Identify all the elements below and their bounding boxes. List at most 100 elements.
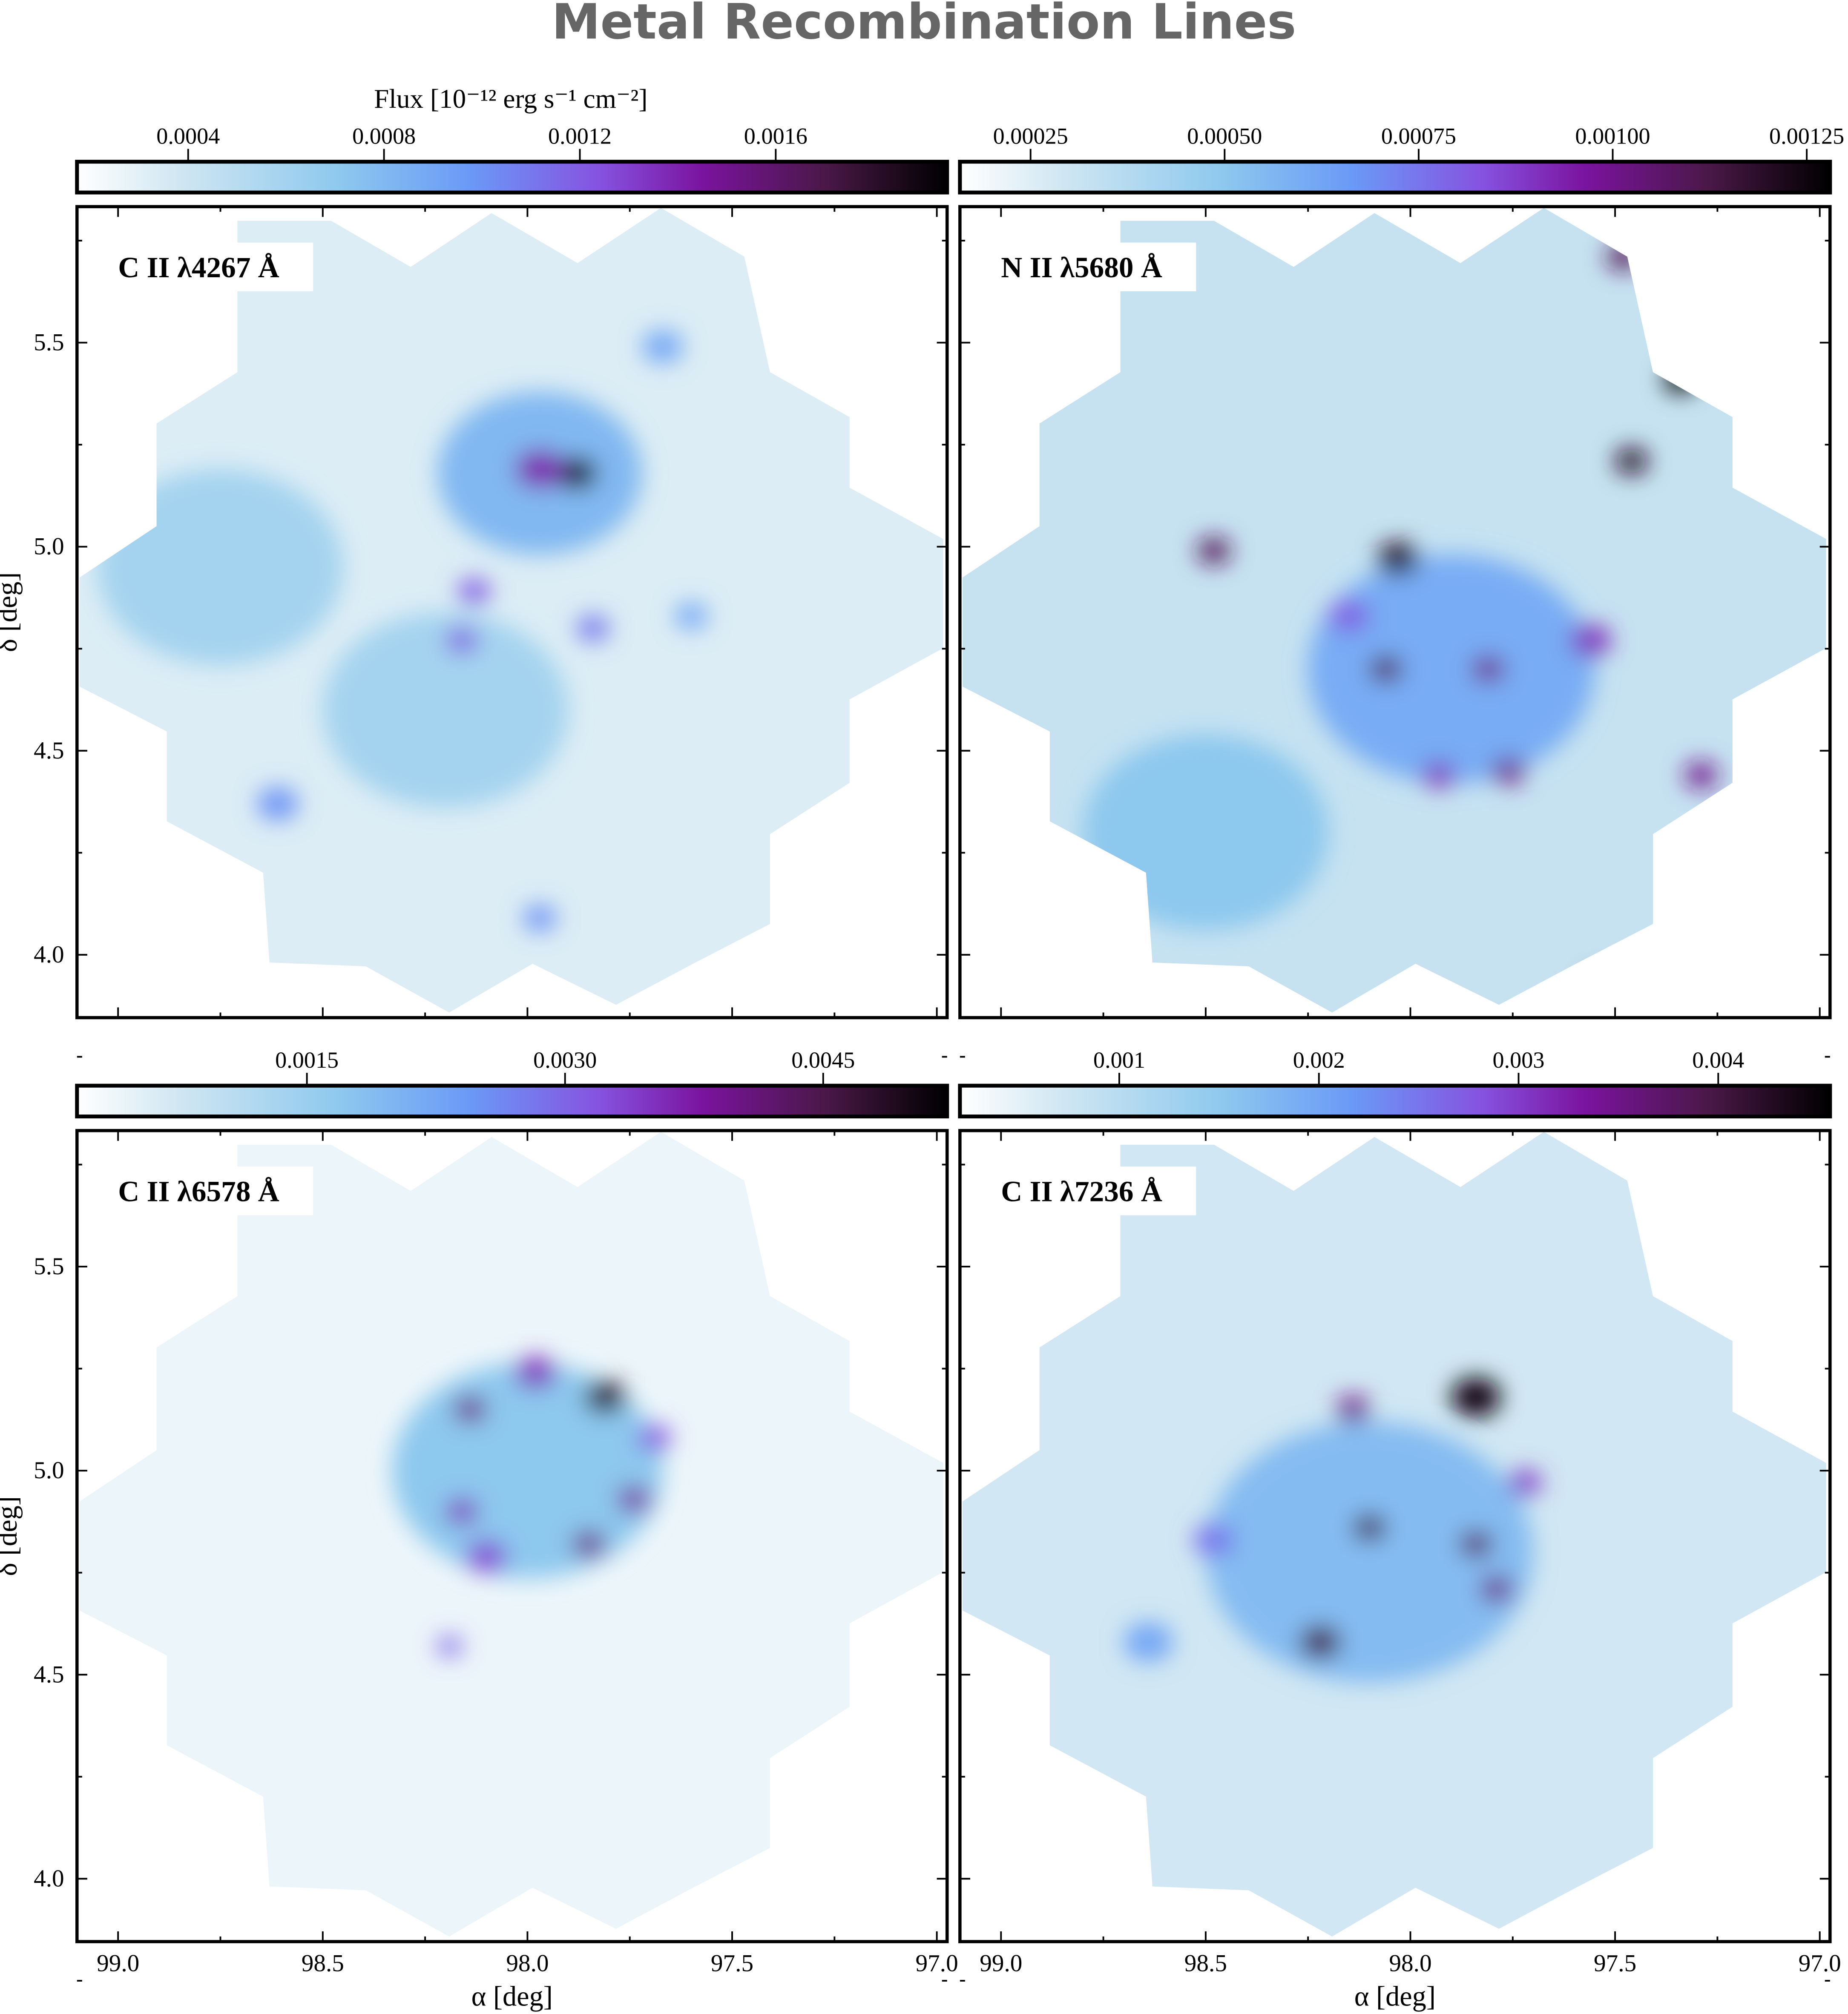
- panel-frame: [958, 205, 1832, 1020]
- flux-hotspot: [515, 449, 564, 489]
- colorbar-tick-label: 0.004: [1692, 1047, 1744, 1073]
- flux-hotspot: [617, 1486, 650, 1512]
- colorbar-tick-label: 0.0012: [548, 124, 612, 149]
- flux-hotspot: [1369, 656, 1403, 682]
- x-tick-label: 97.5: [711, 1950, 753, 1977]
- panel-label: N II λ5680 Å: [1001, 251, 1162, 284]
- flux-hotspot: [515, 1356, 556, 1389]
- flux-map: [79, 1132, 943, 1936]
- flux-hotspot: [445, 1498, 479, 1525]
- flux-hotspot: [1124, 1622, 1173, 1662]
- colorbar-tick-label: 0.0016: [744, 124, 808, 149]
- colorbar-tick-label: 0.0045: [791, 1047, 855, 1073]
- flux-hotspot: [1205, 1422, 1533, 1683]
- panel-label-box: [993, 1166, 1196, 1215]
- flux-hotspot: [1197, 537, 1230, 564]
- flux-hotspot: [1570, 624, 1611, 657]
- y-tick-label: 4.0: [34, 941, 64, 968]
- flux-hotspot: [98, 469, 343, 665]
- x-tick-label: 99.0: [97, 1950, 139, 1977]
- panel-label: C II λ7236 Å: [1001, 1175, 1162, 1207]
- colorbar-tick-label: 0.001: [1093, 1047, 1145, 1073]
- flux-hotspot: [1299, 1626, 1341, 1658]
- flux-hotspot: [523, 905, 556, 931]
- panel-label-box: [993, 242, 1196, 292]
- panel-3: 99.0 98.5 98.0 97.5 97.0 4.0 4.5 5.0 5.5 α [deg] δ…: [0, 1047, 958, 2012]
- flux-hotspot: [1308, 554, 1595, 784]
- flux-hotspot: [1459, 1531, 1492, 1557]
- colorbar-tick-label: 0.00025: [993, 124, 1068, 149]
- flux-hotspot: [1607, 244, 1640, 270]
- panel-2: N II λ5680 Å 0.00025 0.00050 0.00075 0.00100…: [958, 124, 1844, 1058]
- y-axis-label: δ [deg]: [0, 1496, 23, 1576]
- flux-hotspot: [1586, 974, 1619, 1001]
- flux-map: [962, 208, 1826, 1013]
- flux-hotspot: [576, 615, 609, 641]
- x-tick-label: 97.5: [1594, 1950, 1636, 1977]
- flux-hotspot: [642, 330, 683, 363]
- flux-hotspot: [572, 1531, 606, 1557]
- colorbar-tick-label: 0.00050: [1187, 124, 1262, 149]
- flux-hotspot: [466, 1540, 507, 1573]
- y-tick-label: 4.5: [34, 737, 64, 764]
- flux-hotspot: [1193, 1523, 1235, 1557]
- x-tick-label: 98.0: [1389, 1950, 1431, 1977]
- flux-hotspot: [556, 457, 597, 490]
- flux-hotspot: [1377, 543, 1419, 575]
- colorbar-tick-label: 0.00075: [1381, 124, 1456, 149]
- x-tick-label: 98.5: [1184, 1950, 1227, 1977]
- flux-hotspot: [257, 787, 299, 820]
- panel-1: 4.0 4.5 5.0 5.5 δ [deg] C II λ4267 Å 0.0004 0.0…: [0, 124, 949, 1058]
- flux-hotspot: [454, 1396, 487, 1423]
- y-tick-label: 5.5: [34, 329, 64, 356]
- y-tick-label: 4.0: [34, 1865, 64, 1892]
- panel-label: C II λ6578 Å: [118, 1175, 279, 1207]
- x-tick-label: 98.0: [506, 1950, 549, 1977]
- flux-map: [79, 208, 943, 1013]
- colorbar-tick-label: 0.003: [1493, 1047, 1545, 1073]
- hotspot-layer: [1124, 1377, 1542, 1683]
- flux-hotspot: [445, 627, 479, 654]
- colorbar-tick-label: 0.0004: [156, 124, 220, 149]
- flux-hotspot: [1492, 758, 1525, 784]
- panel-label-box: [110, 242, 313, 292]
- flux-hotspot: [1664, 366, 1697, 393]
- colorbar-tick-label: 0.00100: [1575, 124, 1650, 149]
- colorbar: [958, 160, 1832, 195]
- x-axis-label: α [deg]: [1354, 1981, 1436, 2012]
- flux-hotspot: [675, 603, 708, 629]
- y-axis-label: δ [deg]: [0, 572, 23, 652]
- flux-hotspot: [1353, 1514, 1386, 1541]
- colorbar: [75, 160, 949, 195]
- flux-hotspot: [1423, 762, 1456, 788]
- colorbar-tick-label: 0.0008: [352, 124, 416, 149]
- y-tick-label: 5.5: [34, 1253, 64, 1280]
- flux-hotspot: [1083, 734, 1329, 931]
- colorbar: [75, 1083, 949, 1119]
- hotspot-layer: [392, 1356, 671, 1656]
- flux-hotspot: [584, 1381, 626, 1414]
- flux-hotspot: [322, 612, 569, 808]
- colorbar-tick-label: 0.00125: [1769, 124, 1844, 149]
- panel-frame: [75, 1129, 949, 1943]
- colorbar-tick-label: 0.002: [1293, 1047, 1345, 1073]
- flux-map: [962, 1132, 1826, 1936]
- colorbar-tick-label: 0.0015: [275, 1047, 339, 1073]
- hotspot-layer: [98, 330, 708, 931]
- flux-hotspot: [638, 1425, 671, 1451]
- flux-hotspot: [1328, 600, 1370, 632]
- colorbar: [958, 1083, 1832, 1119]
- flux-hotspot: [1480, 1576, 1513, 1602]
- panel-label-box: [110, 1166, 313, 1215]
- y-tick-label: 5.0: [34, 1457, 64, 1484]
- panel-frame: [75, 205, 949, 1020]
- flux-hotspot: [1472, 656, 1505, 682]
- y-tick-label: 5.0: [34, 533, 64, 560]
- panel-4: 99.0 98.5 98.0 97.5 97.0 α [deg] C II λ7236 Å 0…: [958, 1047, 1841, 2012]
- x-tick-label: 97.0: [1799, 1950, 1841, 1977]
- flux-hotspot: [1451, 1377, 1500, 1417]
- flux-hotspot: [1615, 448, 1648, 474]
- flux-hotspot: [1684, 762, 1718, 788]
- y-tick-label: 4.5: [34, 1661, 64, 1688]
